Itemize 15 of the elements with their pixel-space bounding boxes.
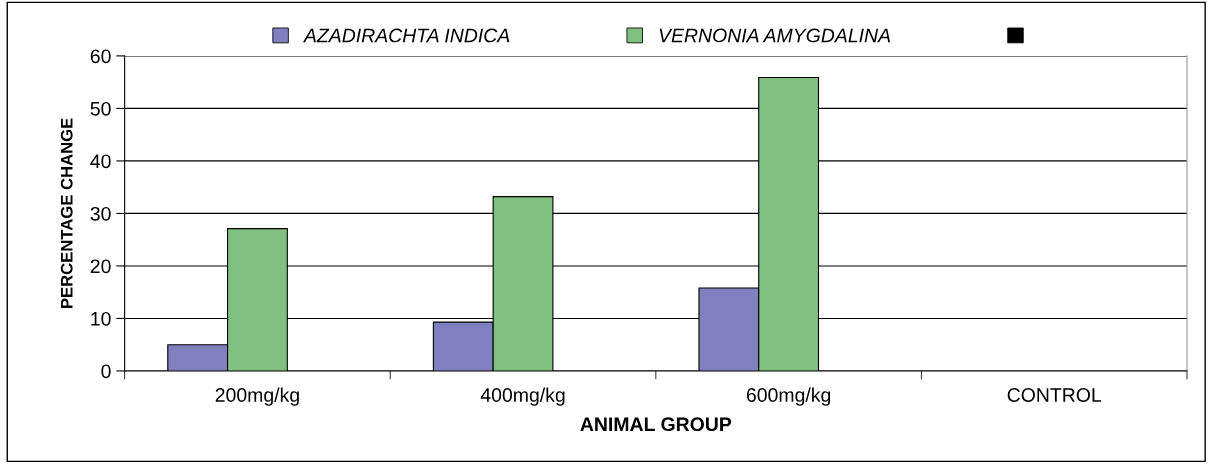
x-axis-title: ANIMAL GROUP — [580, 417, 732, 432]
x-tick-label: 200mg/kg — [215, 387, 299, 406]
y-tick-label: 60 — [90, 49, 111, 64]
y-tick-label: 30 — [90, 206, 111, 221]
x-tick-label: 400mg/kg — [480, 387, 565, 406]
legend-label: AZADIRACHTA INDICA — [302, 28, 510, 43]
y-tick-label: 50 — [90, 101, 111, 116]
x-tick-label: 600mg/kg — [746, 387, 831, 406]
x-tick-label: CONTROL — [1007, 388, 1102, 402]
legend-label: VERNONIA AMYGDALINA — [659, 28, 890, 43]
y-tick-label: 40 — [90, 154, 111, 169]
y-tick-label: 10 — [91, 311, 111, 326]
y-tick-label: 0 — [101, 364, 111, 379]
y-axis-title: PERCENTAGE CHANGE — [60, 118, 73, 309]
y-tick-label: 20 — [90, 259, 111, 274]
